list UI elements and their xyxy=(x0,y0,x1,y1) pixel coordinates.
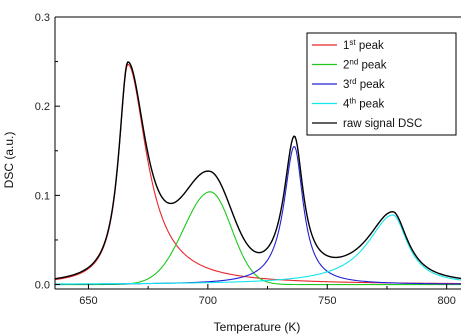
y-tick-label: 0.3 xyxy=(35,12,50,24)
x-tick-label: 650 xyxy=(79,295,97,307)
axes: 650 700 750 800 0.0 0.1 0.2 0.3 xyxy=(35,12,461,307)
legend-label: 1st peak xyxy=(343,38,384,52)
legend-label: 2nd peak xyxy=(343,58,387,72)
y-tick-label: 0.0 xyxy=(35,280,50,292)
y-tick-label: 0.2 xyxy=(35,101,50,113)
legend-box xyxy=(306,32,457,136)
series-line-raw-signal-dsc xyxy=(55,61,461,280)
x-axis-title: Temperature (K) xyxy=(214,320,301,334)
x-tick-label: 700 xyxy=(199,295,217,307)
plot-area xyxy=(55,61,461,286)
y-axis-title: DSC (a.u.) xyxy=(2,132,16,189)
series-line-4th-peak xyxy=(55,214,461,285)
series-line-3rd-peak xyxy=(55,145,461,285)
legend-label: 4th peak xyxy=(343,97,384,111)
legend-label: raw signal DSC xyxy=(343,118,422,130)
x-tick-label: 750 xyxy=(318,295,336,307)
legend-label: 3rd peak xyxy=(343,77,385,91)
x-tick-label: 800 xyxy=(437,295,455,307)
legend: 1st peak 2nd peak 3rd peak 4th peak raw sign… xyxy=(306,32,457,136)
y-tick-label: 0.1 xyxy=(35,190,50,202)
